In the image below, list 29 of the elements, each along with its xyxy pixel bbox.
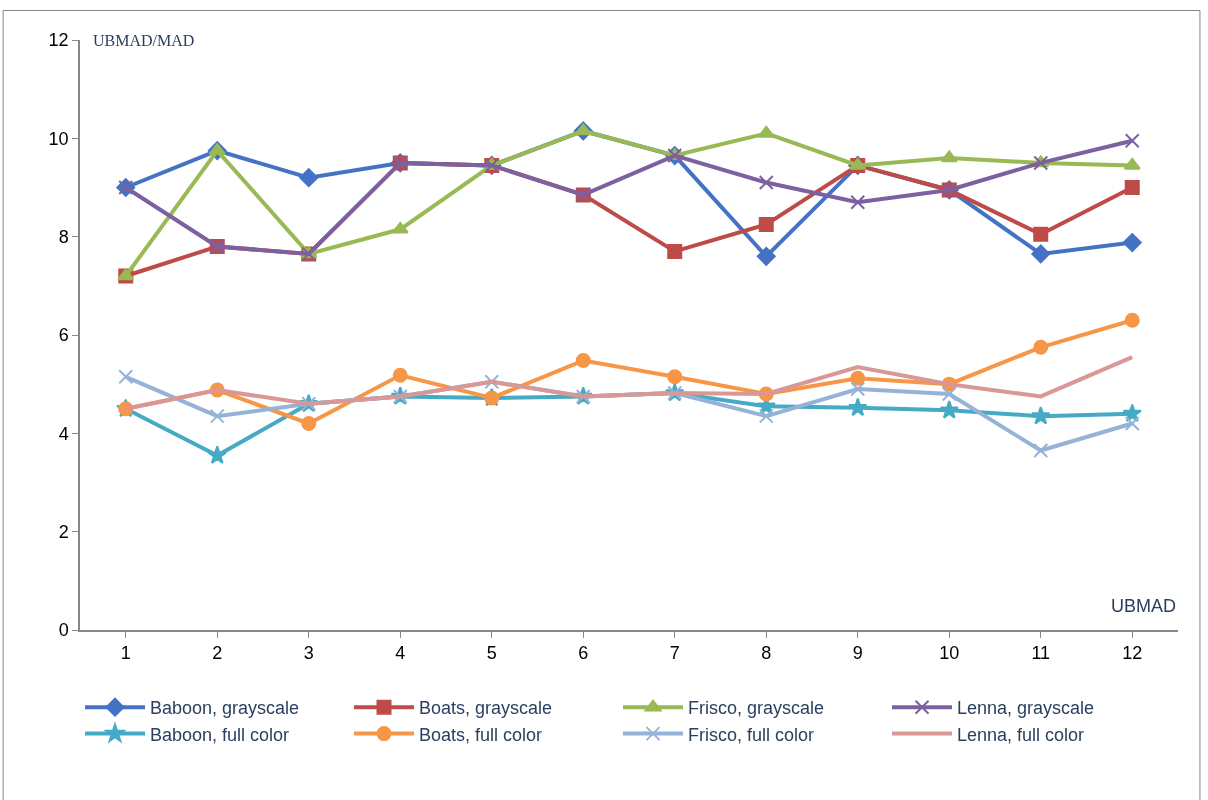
x-tick-label: 3 [303, 643, 314, 664]
legend-label: Boats, grayscale [419, 698, 553, 719]
x-tick-label: 8 [761, 643, 772, 664]
legend-label: Frisco, grayscale [688, 698, 825, 719]
x-tick-label: 5 [486, 643, 497, 664]
y-tick-label: 10 [48, 128, 69, 149]
legend-label: Lenna, full color [957, 724, 1085, 745]
y-tick-label: 6 [58, 325, 69, 346]
x-tick-label: 1 [120, 643, 131, 664]
x-tick-label: 11 [1031, 643, 1051, 664]
y-tick-label: 8 [58, 226, 69, 247]
legend-label: Baboon, grayscale [150, 698, 300, 719]
y-tick-label: 12 [48, 30, 69, 51]
x-tick-label: 9 [852, 643, 863, 664]
x-tick-label: 12 [1122, 643, 1143, 664]
y-tick-label: 4 [58, 423, 69, 444]
legend-label: Lenna, grayscale [957, 698, 1095, 719]
x-tick-label: 2 [212, 643, 223, 664]
y-tick-label: 2 [58, 521, 69, 542]
x-axis-title: UBMAD [1111, 596, 1177, 616]
y-tick-label: 0 [58, 620, 69, 641]
x-tick-label: 10 [939, 643, 960, 664]
x-tick-label: 7 [669, 643, 680, 664]
legend-label: Boats, full color [419, 724, 543, 745]
x-tick-label: 6 [578, 643, 589, 664]
x-tick-label: 4 [395, 643, 406, 664]
legend-label: Frisco, full color [688, 724, 815, 745]
y-axis-title: UBMAD/MAD [93, 32, 195, 49]
legend-label: Baboon, full color [150, 724, 290, 745]
